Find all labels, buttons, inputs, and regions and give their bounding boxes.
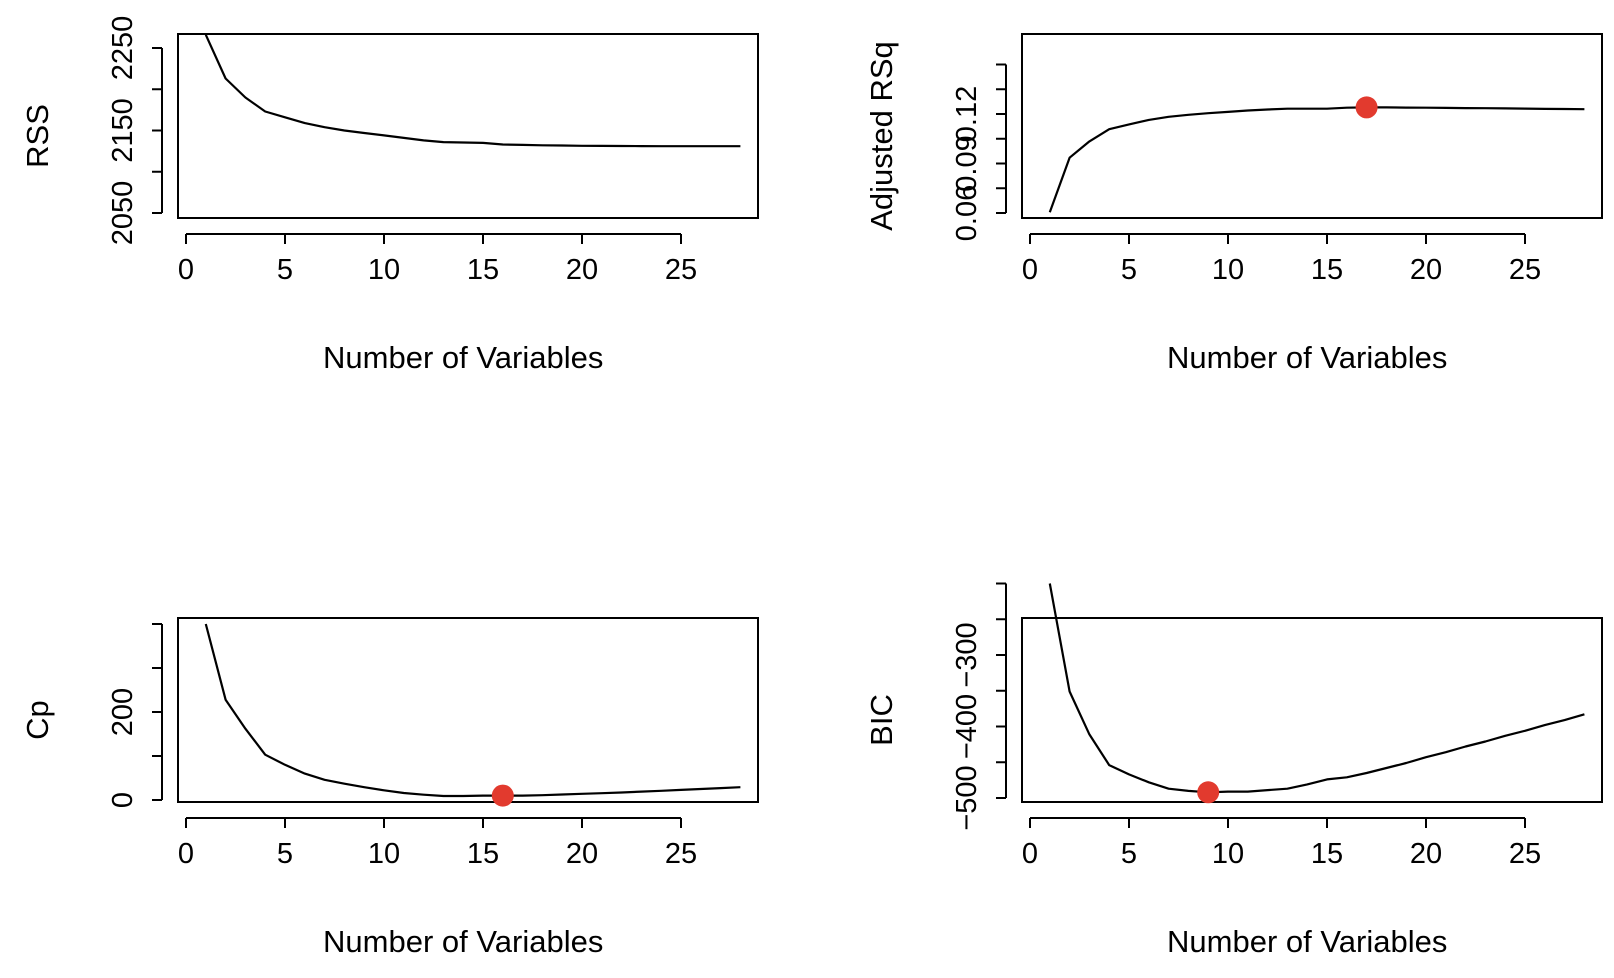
x-tick-label: 25 — [1509, 838, 1541, 870]
x-tick-label: 5 — [1121, 254, 1137, 286]
y-tick-label: 0.06 — [951, 185, 983, 241]
x-tick-label: 25 — [665, 254, 697, 286]
y-tick-label: 200 — [107, 688, 139, 736]
panel-rss: 0 5 10 15 20 25 2050 2150 2250 Number of Variable… — [20, 16, 759, 375]
plot-frame — [1021, 617, 1603, 803]
series-line — [1048, 583, 1585, 794]
y-tick-label: 0 — [107, 792, 139, 808]
panel-cp: 0 5 10 15 20 25 0 200 Number of Variables Cp — [20, 617, 759, 959]
x-tick-label: 15 — [467, 254, 499, 286]
y-axis-title: RSS — [20, 104, 55, 168]
series-line — [204, 623, 741, 798]
x-axis-title: Number of Variables — [323, 924, 603, 959]
x-tick-label: 5 — [277, 254, 293, 286]
y-tick-label: −400 — [951, 694, 983, 759]
x-tick-label: 0 — [1022, 838, 1038, 870]
x-axis-title: Number of Variables — [1167, 924, 1447, 959]
y-tick-label: −500 — [951, 765, 983, 830]
plot-frame — [1021, 33, 1603, 219]
panel-bic: 0 5 10 15 20 25 −500 −400 −300 Number of Variable… — [864, 582, 1603, 959]
plot-frame — [177, 617, 759, 803]
x-tick-label: 5 — [1121, 838, 1137, 870]
plot-frame — [177, 33, 759, 219]
y-axis-title: Cp — [20, 700, 55, 740]
x-tick-label: 0 — [178, 838, 194, 870]
y-tick-label: 0.09 — [951, 135, 983, 191]
series-line — [204, 34, 741, 148]
y-axis-title: BIC — [864, 694, 899, 746]
x-axis-title: Number of Variables — [1167, 340, 1447, 375]
x-tick-label: 10 — [1212, 254, 1244, 286]
x-axis-title: Number of Variables — [323, 340, 603, 375]
y-axis-title: Adjusted RSq — [864, 41, 899, 231]
x-tick-label: 10 — [368, 254, 400, 286]
series-line — [1048, 106, 1585, 213]
x-tick-label: 15 — [1311, 254, 1343, 286]
x-tick-label: 25 — [665, 838, 697, 870]
y-tick-label: −300 — [951, 622, 983, 687]
optimum-point — [1197, 781, 1220, 804]
y-tick-label: 0.12 — [951, 86, 983, 142]
y-tick-label: 2150 — [107, 98, 139, 163]
x-tick-label: 20 — [566, 838, 598, 870]
x-tick-label: 20 — [1410, 254, 1442, 286]
x-tick-label: 15 — [1311, 838, 1343, 870]
x-tick-label: 10 — [368, 838, 400, 870]
x-tick-label: 10 — [1212, 838, 1244, 870]
x-tick-label: 15 — [467, 838, 499, 870]
y-tick-label: 2250 — [107, 16, 139, 81]
x-tick-label: 20 — [1410, 838, 1442, 870]
optimum-point — [491, 784, 514, 807]
x-tick-label: 0 — [1022, 254, 1038, 286]
panel-adjusted-rsq: 0 5 10 15 20 25 0.060.090.12 Number of Variable… — [864, 33, 1603, 375]
x-tick-label: 5 — [277, 838, 293, 870]
x-tick-label: 0 — [178, 254, 194, 286]
optimum-point — [1355, 96, 1378, 119]
y-tick-label: 2050 — [107, 181, 139, 246]
x-tick-label: 25 — [1509, 254, 1541, 286]
x-tick-label: 20 — [566, 254, 598, 286]
